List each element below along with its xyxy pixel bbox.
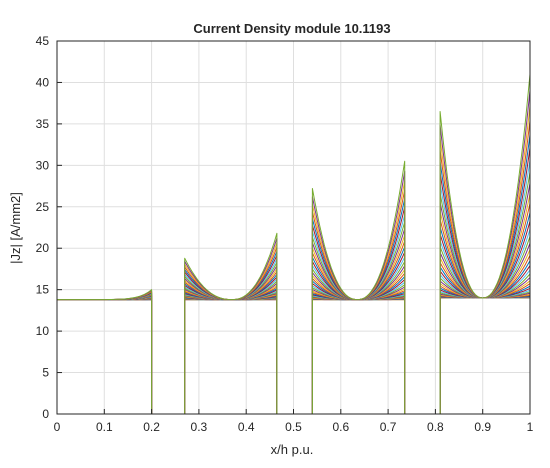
y-tick-label: 0	[42, 407, 49, 421]
axis-ticks: 0 0.1 0.2 0.3 0.4 0.5 0.6 0.7 0.8 0.9 105101520253…	[36, 34, 534, 434]
y-tick-label: 35	[36, 117, 50, 131]
y-tick-label: 15	[36, 283, 50, 297]
y-tick-label: 10	[36, 324, 50, 338]
y-tick-label: 40	[36, 75, 50, 89]
x-tick-label: 0.7	[380, 420, 397, 434]
y-tick-label: 25	[36, 200, 50, 214]
x-tick-label: 0.5	[285, 420, 302, 434]
x-tick-label: 0.1	[96, 420, 113, 434]
x-tick-label: 0.6	[332, 420, 349, 434]
y-tick-label: 30	[36, 158, 50, 172]
y-axis-label: |Jz| [A/mm2]	[8, 192, 23, 264]
data-series	[57, 74, 531, 415]
y-tick-label: 5	[42, 366, 49, 380]
y-tick-label: 20	[36, 241, 50, 255]
y-tick-label: 45	[36, 34, 50, 48]
x-tick-label: 1	[527, 420, 534, 434]
series-line	[57, 74, 531, 415]
x-tick-label: 0.4	[238, 420, 255, 434]
x-tick-label: 0.2	[143, 420, 160, 434]
x-tick-label: 0.9	[474, 420, 491, 434]
chart-title: Current Density module 10.1193	[193, 21, 390, 36]
x-tick-label: 0	[54, 420, 61, 434]
x-tick-label: 0.8	[427, 420, 444, 434]
x-axis-label: x/h p.u.	[271, 442, 314, 457]
x-tick-label: 0.3	[191, 420, 208, 434]
